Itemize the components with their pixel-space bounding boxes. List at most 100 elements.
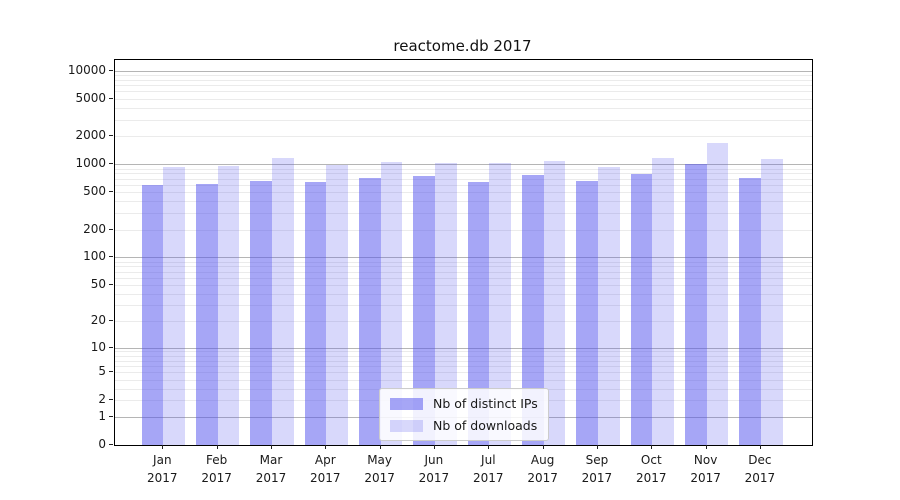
bar-aug-downloads	[543, 160, 566, 445]
x-tick-mark-aug	[542, 445, 544, 449]
bar-oct-distinct-ips	[630, 174, 653, 445]
bar-sep-distinct-ips	[576, 181, 598, 445]
gridline-7	[115, 360, 812, 362]
x-tick-label-dec: Dec 2017	[744, 453, 776, 485]
bar-jun-downloads	[434, 163, 457, 445]
gridline-10	[115, 347, 812, 349]
gridline-4000	[115, 107, 812, 109]
gridline-6000	[115, 91, 812, 93]
bar-jun-distinct-ips	[413, 176, 435, 445]
gridline-5000	[115, 98, 812, 100]
y-tick-mark-500	[109, 191, 113, 193]
bar-sep-downloads	[597, 166, 620, 445]
y-tick-label-50: 50	[90, 277, 106, 292]
y-tick-mark-20	[109, 320, 113, 322]
x-tick-mark-jun	[433, 445, 435, 449]
gridline-3000	[115, 119, 812, 121]
gridline-200	[115, 229, 812, 231]
y-tick-mark-1000	[109, 163, 113, 165]
gridline-70	[115, 271, 812, 273]
legend-item-distinct-ips: Nb of distinct IPs	[390, 396, 538, 411]
chart-title: reactome.db 2017	[393, 37, 532, 55]
bars-layer	[115, 60, 812, 445]
gridline-300	[115, 213, 812, 214]
x-tick-mark-mar	[271, 445, 272, 449]
y-tick-label-2: 2	[98, 392, 106, 407]
gridline-400	[115, 201, 812, 203]
y-tick-mark-50	[109, 284, 113, 286]
y-tick-label-500: 500	[83, 184, 106, 199]
gridline-7000	[115, 85, 812, 87]
gridline-60	[115, 277, 812, 279]
bar-apr-distinct-ips	[304, 182, 327, 445]
bar-nov-downloads	[706, 142, 729, 445]
gridline-30	[115, 305, 812, 307]
gridline-500	[115, 192, 812, 194]
y-tick-label-2000: 2000	[75, 128, 106, 143]
gridline-2000	[115, 136, 812, 138]
y-tick-label-10: 10	[90, 339, 106, 354]
y-tick-mark-200	[109, 228, 113, 230]
legend-swatch-downloads	[390, 419, 423, 432]
gridline-700	[115, 178, 812, 180]
y-tick-mark-5	[109, 371, 113, 373]
y-tick-label-5: 5	[98, 364, 106, 379]
bar-aug-distinct-ips	[521, 174, 544, 445]
legend-swatch-distinct-ips	[390, 397, 423, 410]
gridline-1000	[115, 164, 812, 166]
y-tick-mark-10	[109, 346, 113, 348]
x-tick-label-aug: Aug 2017	[527, 453, 558, 485]
gridline-10000	[115, 70, 812, 72]
y-tick-label-10000: 10000	[67, 62, 106, 77]
x-tick-label-jan: Jan 2017	[147, 453, 178, 485]
gridline-20	[115, 321, 812, 323]
gridline-40	[115, 294, 812, 296]
legend-item-downloads: Nb of downloads	[390, 418, 538, 433]
y-tick-mark-100	[109, 256, 113, 258]
x-tick-label-nov: Nov 2017	[690, 453, 721, 485]
bar-dec-distinct-ips	[739, 177, 761, 445]
x-tick-label-mar: Mar 2017	[255, 453, 287, 485]
bar-jul-downloads	[489, 163, 512, 445]
y-tick-mark-0	[109, 444, 113, 445]
x-tick-label-sep: Sep 2017	[581, 453, 613, 485]
bar-may-distinct-ips	[358, 177, 381, 445]
gridline-4	[115, 379, 812, 381]
bar-mar-distinct-ips	[250, 181, 272, 445]
bar-jul-distinct-ips	[467, 181, 490, 445]
y-tick-label-1000: 1000	[75, 156, 106, 171]
bar-nov-distinct-ips	[684, 163, 707, 445]
y-tick-label-0: 0	[98, 437, 106, 451]
x-tick-mark-sep	[596, 445, 598, 449]
x-tick-label-may: May 2017	[364, 453, 395, 485]
bar-may-downloads	[380, 162, 403, 445]
plot-area: Nb of distinct IPs Nb of downloads	[114, 59, 813, 446]
gridline-8	[115, 355, 812, 357]
x-tick-mark-nov	[705, 445, 707, 449]
y-tick-mark-2	[109, 399, 113, 401]
y-tick-label-1: 1	[98, 408, 106, 423]
gridline-80	[115, 266, 812, 268]
x-tick-mark-may	[379, 445, 381, 449]
gridline-8000	[115, 79, 812, 81]
gridline-100	[115, 257, 812, 259]
gridline-800	[115, 173, 812, 175]
bar-oct-downloads	[652, 157, 675, 445]
x-tick-mark-jan	[162, 445, 164, 449]
y-tick-label-20: 20	[90, 313, 106, 328]
bar-jan-distinct-ips	[141, 184, 164, 445]
y-tick-mark-10000	[109, 69, 113, 71]
bar-dec-downloads	[760, 159, 783, 445]
x-tick-label-jun: Jun 2017	[418, 453, 450, 485]
y-tick-mark-2000	[109, 135, 113, 137]
bar-feb-distinct-ips	[195, 183, 218, 445]
legend: Nb of distinct IPs Nb of downloads	[379, 388, 549, 441]
gridline-600	[115, 184, 812, 186]
y-tick-label-200: 200	[83, 221, 106, 236]
gridlines-layer	[115, 60, 812, 445]
x-tick-mark-dec	[759, 445, 761, 449]
y-tick-label-5000: 5000	[75, 90, 106, 105]
x-tick-mark-feb	[216, 445, 218, 449]
bar-apr-downloads	[326, 165, 349, 445]
x-tick-mark-oct	[651, 445, 653, 449]
